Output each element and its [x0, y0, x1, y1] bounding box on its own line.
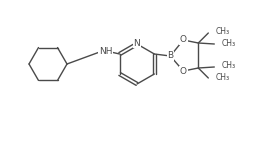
Text: CH₃: CH₃	[221, 39, 235, 47]
Text: CH₃: CH₃	[221, 61, 235, 71]
Text: NH: NH	[99, 47, 112, 57]
Text: O: O	[180, 35, 187, 45]
Text: CH₃: CH₃	[215, 27, 229, 36]
Text: CH₃: CH₃	[215, 73, 229, 81]
Text: O: O	[180, 66, 187, 75]
Text: N: N	[134, 39, 140, 47]
Text: B: B	[167, 52, 173, 60]
